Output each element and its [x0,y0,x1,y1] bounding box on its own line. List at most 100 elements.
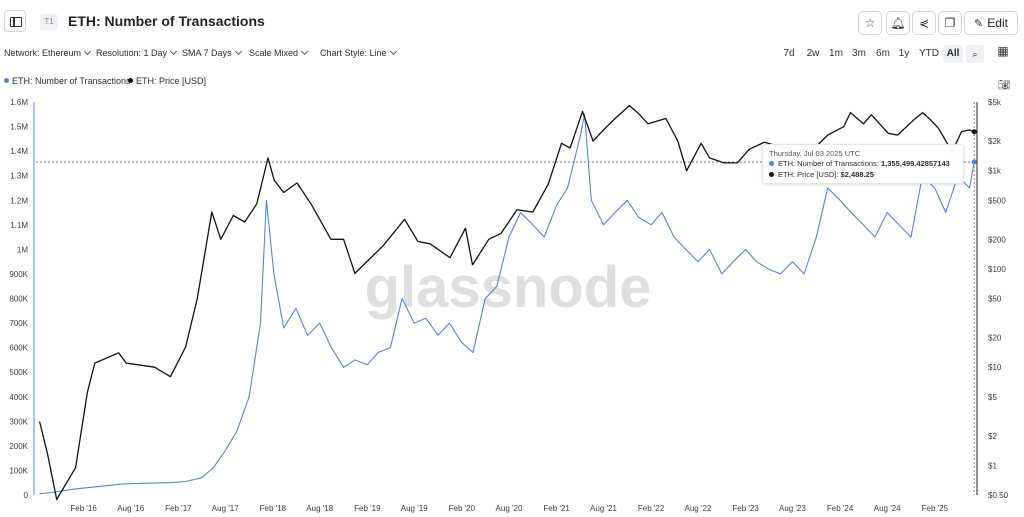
chevron-down-icon [234,47,242,56]
x-tick-label: Aug '21 [590,504,617,513]
y-right-tick-label: $20 [988,334,1002,343]
y-left-tick-label: 1M [17,245,28,254]
x-tick-label: Aug '23 [779,504,806,513]
series-line-transactions [39,113,975,495]
y-left-tick-label: 200K [9,442,28,451]
y-right-tick-label: $500 [988,196,1006,205]
y-axis-right: $0.50 $1 $2 $5 $10 $20 $50 $100 $200 $500 $1k $2k $5… [988,98,1009,500]
tooltip-date: Thursday, Jul 03 2025 UTC [769,149,861,158]
edit-button[interactable]: ✎ Edit [964,11,1018,35]
range-3m[interactable]: 3m [852,48,866,59]
chevron-down-icon [300,47,309,56]
x-tick-label: Aug '19 [401,504,428,513]
tooltip-value-transactions: 1,355,499.42857143 [880,159,950,168]
y-right-tick-label: $2 [988,432,997,441]
x-tick-label: Aug '20 [496,504,523,513]
y-right-tick-label: $1k [988,167,1002,176]
x-tick-label: Feb '18 [260,504,287,513]
range-1m[interactable]: 1m [829,48,843,59]
x-tick-label: Aug '22 [685,504,712,513]
chart-style-dropdown-label: Chart Style: Line [320,48,387,58]
y-left-tick-label: 1.2M [10,196,28,205]
y-left-tick-label: 700K [9,319,28,328]
legend-label-price: ETH: Price [USD] [136,76,207,86]
range-7d[interactable]: 7d [783,48,795,59]
y-left-tick-label: 600K [9,344,28,353]
chart-style-dropdown[interactable]: Chart Style: Line [320,47,397,58]
star-icon[interactable]: ☆ [858,11,882,35]
x-tick-label: Feb '16 [70,504,97,513]
resolution-dropdown[interactable]: Resolution: 1 Day [96,47,178,58]
x-tick-label: Feb '24 [827,504,854,513]
y-right-tick-label: $0.50 [988,491,1009,500]
y-left-tick-label: 900K [9,270,28,279]
x-tick-label: Feb '23 [732,504,759,513]
range-2w[interactable]: 2w [806,48,820,59]
hover-point-transactions [971,159,977,165]
zoom-icon[interactable]: ⌕ [966,45,984,63]
tooltip-row-transactions: ETH: Number of Transactions: 1,355,499.4… [769,159,950,168]
tooltip-dot-price [769,172,774,177]
x-tick-label: Aug '17 [212,504,239,513]
scale-dropdown-label: Scale Mixed [249,48,299,58]
edit-button-label: Edit [987,16,1008,30]
legend-item-transactions[interactable]: ETH: Number of Transactions [4,76,131,86]
calendar-icon[interactable]: ▦ [997,44,1009,58]
y-right-tick-label: $5 [988,393,997,402]
camera-icon[interactable]: 📷︎ [998,80,1011,91]
y-right-tick-label: $5k [988,98,1002,107]
y-axis-left: 0 100K 200K 300K 400K 500K 600K 700K 800K 900K 1M 1… [9,98,28,500]
resolution-dropdown-label: Resolution: 1 Day [96,48,168,58]
range-6m[interactable]: 6m [876,48,890,59]
y-left-tick-label: 800K [9,295,28,304]
y-left-tick-label: 0 [24,491,29,500]
bell-icon[interactable]: 🔔︎ [886,11,910,35]
page-title: ETH: Number of Transactions [68,13,265,29]
y-right-tick-label: $2k [988,137,1002,146]
chart-tooltip: Thursday, Jul 03 2025 UTC ETH: Number of… [762,144,964,184]
sma-dropdown[interactable]: SMA 7 Days [182,47,242,58]
y-left-tick-label: 1.5M [10,123,28,132]
legend-item-price[interactable]: ETH: Price [USD] [128,76,206,86]
x-tick-label: Feb '17 [165,504,192,513]
chevron-down-icon [389,47,397,56]
x-tick-label: Feb '19 [354,504,381,513]
tooltip-row-price: ETH: Price [USD]: $2,488.25 [769,170,874,179]
y-right-tick-label: $10 [988,363,1002,372]
tooltip-dot-transactions [769,161,774,166]
tooltip-value-price: $2,488.25 [840,170,874,179]
y-left-tick-label: 400K [9,393,28,402]
x-axis: Feb '16 Aug '16 Feb '17 Aug '17 Feb '18 Aug '… [70,504,948,513]
x-tick-label: Aug '18 [306,504,333,513]
chart-area[interactable]: glassnode 0 100K 200K 300K 400K 500K 600K 700K 8… [0,95,1024,517]
range-1y[interactable]: 1y [898,48,910,59]
y-right-tick-label: $1 [988,461,997,470]
x-tick-label: Aug '24 [874,504,901,513]
x-tick-label: Feb '20 [449,504,476,513]
tooltip-label-transactions: ETH: Number of Transactions: [778,159,879,168]
y-left-tick-label: 1.3M [10,172,28,181]
watermark: glassnode [365,255,652,320]
y-right-tick-label: $100 [988,265,1006,274]
share-icon[interactable]: ⋞ [912,11,936,35]
network-dropdown[interactable]: Network: Ethereum [4,47,92,58]
tier-badge: T1 [40,14,58,30]
copy-icon[interactable]: ❐ [938,11,962,35]
sidebar-toggle-icon[interactable] [4,10,26,32]
x-tick-label: Feb '25 [922,504,949,513]
legend-dot-price [128,78,133,83]
x-tick-label: Feb '22 [638,504,665,513]
range-ytd[interactable]: YTD [919,48,939,59]
tooltip-label-price: ETH: Price [USD]: [778,170,839,179]
legend-dot-transactions [4,78,9,83]
top-bar: T1 ETH: Number of Transactions ☆ 🔔︎ ⋞ ❐ … [0,0,1024,44]
scale-dropdown[interactable]: Scale Mixed [249,47,309,58]
range-all[interactable]: All [943,45,963,63]
chevron-down-icon [83,47,92,56]
sma-dropdown-label: SMA 7 Days [182,48,232,58]
y-left-tick-label: 300K [9,417,28,426]
chevron-down-icon [170,47,178,56]
y-left-tick-label: 1.4M [10,147,28,156]
hover-point-price [971,129,977,135]
y-right-tick-label: $200 [988,235,1006,244]
